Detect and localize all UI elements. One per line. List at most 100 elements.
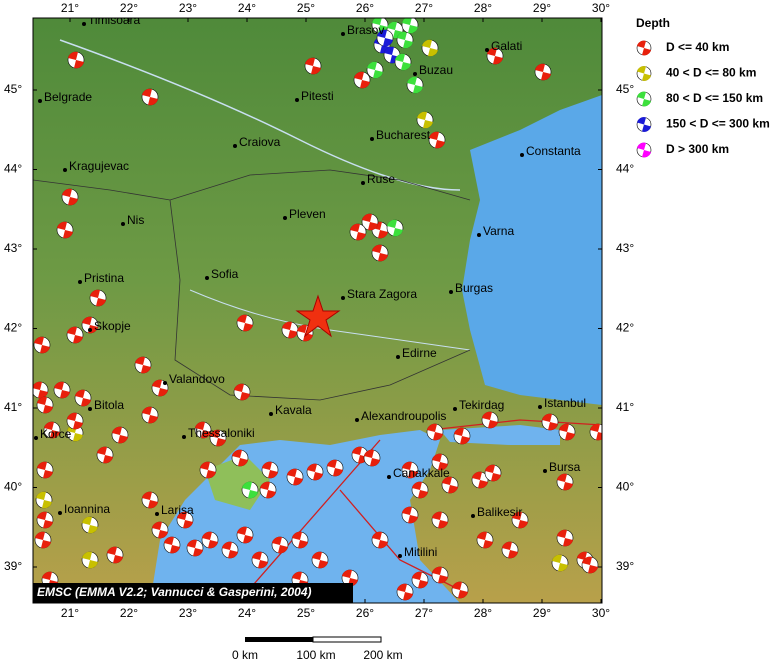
scale-segment	[312, 636, 382, 643]
beachball-quadrant	[68, 51, 84, 69]
beachball-quadrant	[559, 423, 575, 441]
city-dot	[477, 233, 481, 237]
beachball-quadrant	[57, 221, 73, 239]
lon-label: 25°	[297, 1, 315, 15]
legend-label: 80 < D <= 150 km	[666, 91, 763, 105]
beachball-quadrant	[342, 569, 358, 587]
beachball-quadrant	[542, 413, 558, 431]
map-area: Timisoara Brasov Galati Belgrade Pitesti Buza…	[33, 13, 602, 603]
beachball-quadrant	[62, 188, 78, 206]
lat-label: 44°	[4, 162, 22, 176]
city-dot	[387, 475, 391, 479]
beachball-quadrant	[305, 57, 321, 75]
beachball-quadrant	[472, 471, 488, 489]
beachball-quadrant	[82, 551, 98, 569]
beachball-quadrant	[34, 336, 50, 354]
beachball-quadrant	[397, 31, 413, 49]
beachball-quadrant	[75, 389, 91, 407]
city-label: Stara Zagora	[347, 287, 417, 301]
lat-label: 45°	[4, 82, 22, 96]
credit-box	[33, 583, 353, 603]
beachball-quadrant	[362, 213, 378, 231]
city-dot	[341, 32, 345, 36]
legend-title: Depth	[636, 16, 670, 30]
lon-label: 26°	[356, 606, 374, 620]
beachball-quadrant	[142, 406, 158, 424]
city-dot	[471, 514, 475, 518]
beachball-quadrant	[412, 571, 428, 589]
city-dot	[182, 435, 186, 439]
beachball-quadrant	[107, 546, 123, 564]
city-label: Varna	[483, 224, 514, 238]
beachball-quadrant	[417, 111, 433, 129]
beachball-quadrant	[432, 453, 448, 471]
city-dot	[341, 296, 345, 300]
beachball-quadrant	[535, 63, 551, 81]
beachball-quadrant	[582, 556, 598, 574]
beachball-quadrant	[260, 481, 276, 499]
beachball-quadrant	[237, 314, 253, 332]
city-dot	[520, 153, 524, 157]
beachball-quadrant	[234, 383, 250, 401]
beachball-quadrant	[97, 446, 113, 464]
lat-label: 44°	[616, 162, 634, 176]
beachball-quadrant	[112, 426, 128, 444]
legend-label: D <= 40 km	[666, 40, 729, 54]
beachball-quadrant	[637, 40, 651, 56]
city-label: Sofia	[211, 267, 239, 281]
beachball-quadrant	[502, 541, 518, 559]
legend-label: 40 < D <= 80 km	[666, 66, 756, 80]
beachball-quadrant	[422, 39, 438, 57]
beachball-quadrant	[90, 289, 106, 307]
beachball-quadrant	[135, 356, 151, 374]
beachball-quadrant	[487, 47, 503, 65]
lon-label: 22°	[120, 606, 138, 620]
city-label: Pitesti	[301, 89, 334, 103]
city-dot	[413, 72, 417, 76]
city-dot	[449, 290, 453, 294]
beachball-quadrant	[552, 554, 568, 572]
beachball-quadrant	[402, 18, 418, 34]
beachball-quadrant	[397, 583, 413, 601]
beachball-quadrant	[432, 566, 448, 584]
lat-label: 40°	[4, 480, 22, 494]
beachball-quadrant	[354, 71, 370, 89]
city-label: Ioannina	[64, 502, 110, 516]
beachball-quadrant	[37, 396, 53, 414]
beachball-quadrant	[432, 511, 448, 529]
lon-label: 26°	[356, 1, 374, 15]
legend-label: D > 300 km	[666, 142, 729, 156]
city-label: Istanbul	[544, 396, 586, 410]
city-label: Canakkale	[393, 466, 450, 480]
lat-label: 42°	[4, 321, 22, 335]
city-label: Timisoara	[88, 13, 141, 27]
scale-bar	[245, 636, 382, 643]
city-label: Galati	[491, 39, 522, 53]
lon-label: 30°	[592, 1, 610, 15]
city-label: Bitola	[94, 398, 124, 412]
beachball-quadrant	[402, 506, 418, 524]
city-label: Belgrade	[44, 90, 92, 104]
beachball-quadrant	[637, 91, 651, 107]
beachball-quadrant	[512, 511, 528, 529]
city-dot	[63, 168, 67, 172]
city-label: Pleven	[289, 207, 326, 221]
beachball-quadrant	[367, 61, 383, 79]
city-label: Bursa	[549, 460, 581, 474]
beachball-quadrant	[364, 449, 380, 467]
beachball-quadrant	[152, 379, 168, 397]
beachball-quadrant	[210, 429, 226, 447]
city-label: Brasov	[347, 23, 384, 37]
beachball-quadrant	[282, 321, 298, 339]
beachball-quadrant	[297, 324, 313, 342]
city-dot	[88, 328, 92, 332]
beachball-quadrant	[37, 511, 53, 529]
lat-label: 42°	[616, 321, 634, 335]
lon-label: 30°	[592, 606, 610, 620]
beachball-quadrant	[482, 411, 498, 429]
lat-label: 40°	[616, 480, 634, 494]
beachball-quadrant	[557, 473, 573, 491]
beachball-quadrant	[262, 461, 278, 479]
beachball-quadrant	[485, 464, 501, 482]
city-label: Constanta	[526, 144, 581, 158]
